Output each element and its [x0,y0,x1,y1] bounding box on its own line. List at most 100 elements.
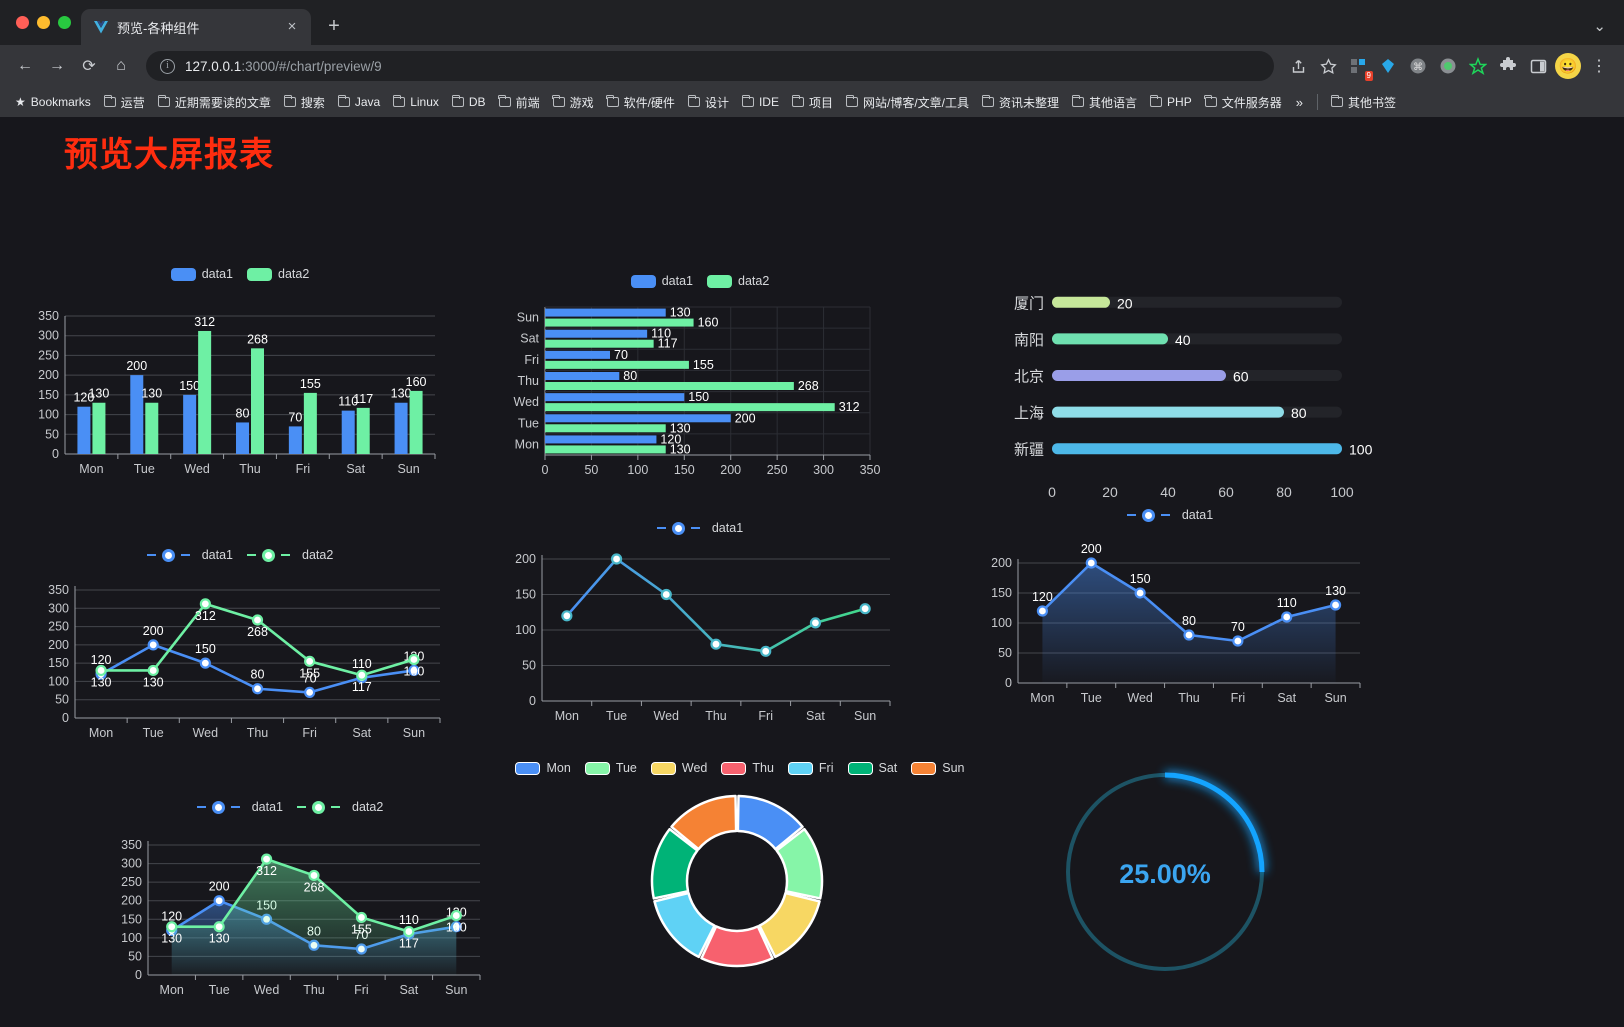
legend-item-data1[interactable]: data1 [196,800,283,814]
chevron-down-icon[interactable]: ⌄ [1593,18,1606,35]
maximize-window-button[interactable] [58,16,71,29]
gradient-line-chart[interactable]: data1 0 50 100 150 200 Mon Tue Wed Thu Fri Sat Sun [500,515,900,730]
bookmark-folder[interactable]: Java [332,92,386,112]
svg-text:100: 100 [38,408,59,422]
url-text: 127.0.0.1:3000/#/chart/preview/9 [185,59,382,74]
legend-item-data2[interactable]: data2 [297,800,383,814]
close-icon[interactable]: × [287,18,297,35]
legend-item-tue[interactable]: Tue [584,761,637,775]
legend-item-data1[interactable]: data1 [170,267,233,281]
legend-item-data1[interactable]: data1 [656,521,743,535]
bookmark-folder[interactable]: PHP [1144,92,1198,112]
svg-text:Wed: Wed [1127,691,1153,705]
donut-chart[interactable]: Mon Tue Wed Thu Fri Sat Sun [515,755,965,995]
tab-title: 预览-各种组件 [117,20,200,36]
stacked-area-svg: 0 50 100 150 200 250 300 350 Mon Tue Wed Thu Fri Sat S… [121,838,481,997]
site-info-icon[interactable]: i [160,58,175,74]
avatar[interactable]: 😀 [1554,52,1582,80]
address-bar[interactable]: i 127.0.0.1:3000/#/chart/preview/9 [146,51,1274,81]
green-star-icon[interactable] [1464,52,1492,80]
bookmarks-overflow-button[interactable]: » [1295,94,1303,110]
legend-label: Mon [546,761,571,775]
share-icon[interactable] [1284,52,1312,80]
svg-text:⌘: ⌘ [1413,62,1423,73]
bookmark-folder[interactable]: DB [446,92,492,112]
svg-text:Fri: Fri [524,353,539,367]
svg-text:Mon: Mon [160,983,184,997]
svg-text:110: 110 [1277,596,1297,610]
command-circle-icon[interactable]: ⌘ [1404,52,1432,80]
bookmark-folder[interactable]: Linux [387,92,445,112]
legend-item-data1[interactable]: data1 [1126,508,1213,522]
legend-item-fri[interactable]: Fri [787,761,834,775]
svg-text:Fri: Fri [354,983,369,997]
gauge-chart[interactable]: 25.00% [1040,747,1290,997]
puzzle-icon[interactable] [1494,52,1522,80]
green-dot-icon[interactable] [1434,52,1462,80]
horizontal-bar-chart[interactable]: data1 data2 0 50 100 150 200 250 300 350 Mon 120 1… [500,267,900,492]
back-button[interactable]: ← [17,57,33,74]
stacked-area-chart[interactable]: data1 data2 0 50 100 150 200 250 300 350 Mon Tue W… [90,794,490,1009]
forward-button[interactable]: → [49,57,65,74]
reload-button[interactable]: ⟳ [82,58,96,75]
svg-text:100: 100 [515,623,536,637]
bookmarks-root[interactable]: ★ Bookmarks [9,92,97,112]
svg-text:312: 312 [194,315,215,329]
bookmark-folder[interactable]: 资讯未整理 [976,91,1065,114]
svg-text:Tue: Tue [606,709,627,723]
legend-item-sat[interactable]: Sat [847,761,897,775]
bookmark-label: 设计 [704,95,729,110]
progress-bar-chart[interactable]: 0 20 40 60 80 100 厦门 20 南阳 40 北京 60 上海 80 新疆 100 [990,272,1380,502]
svg-text:110: 110 [338,395,358,409]
minimize-window-button[interactable] [37,16,50,29]
legend-label: Thu [752,761,774,775]
vertical-bar-svg: 050100150200250300350Mon120130Tue200130W… [38,309,436,476]
legend-item-mon[interactable]: Mon [515,761,571,775]
bookmark-folder[interactable]: 网站/博客/文章/工具 [840,91,975,114]
bookmark-folder[interactable]: 文件服务器 [1199,91,1288,114]
close-window-button[interactable] [16,16,29,29]
bookmark-folder[interactable]: 运营 [98,91,151,114]
star-icon: ★ [15,95,26,109]
legend-item-data2[interactable]: data2 [707,274,769,288]
bookmark-folder[interactable]: 软件/硬件 [601,91,681,114]
home-button[interactable]: ⌂ [116,57,126,74]
other-bookmarks-folder[interactable]: 其他书签 [1325,91,1402,114]
browser-menu-button[interactable]: ⋮ [1591,58,1607,75]
new-tab-button[interactable]: + [328,15,340,37]
svg-text:200: 200 [720,463,741,477]
legend-item-data1[interactable]: data1 [630,274,693,288]
bookmark-folder[interactable]: 前端 [493,91,546,114]
bookmark-folder[interactable]: 搜索 [278,91,331,114]
area-line-chart[interactable]: data1 0 50 100 150 200 Mon Tue Wed Thu Fri Sat Sun 1… [970,502,1370,717]
bookmark-folder[interactable]: IDE [736,92,785,112]
legend-item-thu[interactable]: Thu [721,761,774,775]
bookmark-folder[interactable]: 近期需要读的文章 [152,91,277,114]
legend-marker [312,800,325,814]
legend-item-wed[interactable]: Wed [650,761,707,775]
diamond-icon[interactable] [1374,52,1402,80]
bookmark-folder[interactable]: 其他语言 [1066,91,1143,114]
multi-line-chart[interactable]: data1 data2 0 50 100 150 200 250 300 350 Mon Tue W… [30,542,450,757]
svg-text:200: 200 [38,368,59,382]
svg-text:200: 200 [48,638,69,652]
bookmark-label: 近期需要读的文章 [174,95,271,110]
grid-extension-icon[interactable]: 9 [1344,52,1373,81]
svg-text:120: 120 [161,909,182,923]
legend-swatch [650,761,676,775]
bookmark-folder[interactable]: 设计 [682,91,735,114]
bookmark-star-icon[interactable] [1314,52,1342,80]
bookmark-folder[interactable]: 项目 [786,91,839,114]
legend-item-data1[interactable]: data1 [146,548,233,562]
legend-item-sun[interactable]: Sun [911,761,965,775]
legend-item-data2[interactable]: data2 [247,267,309,281]
sidepanel-icon[interactable] [1524,52,1552,80]
bookmark-label: 软件/硬件 [623,95,675,110]
browser-tab[interactable]: 预览-各种组件 × [81,9,311,45]
folder-icon [337,94,350,107]
bookmark-folder[interactable]: 游戏 [547,91,600,114]
legend-swatch [584,761,610,775]
chart-legend: data1 data2 [20,262,460,286]
vertical-bar-chart[interactable]: data1 data2 0 50 100 150 200 250 300 350 Mon 120 1… [20,262,460,492]
legend-item-data2[interactable]: data2 [247,548,333,562]
